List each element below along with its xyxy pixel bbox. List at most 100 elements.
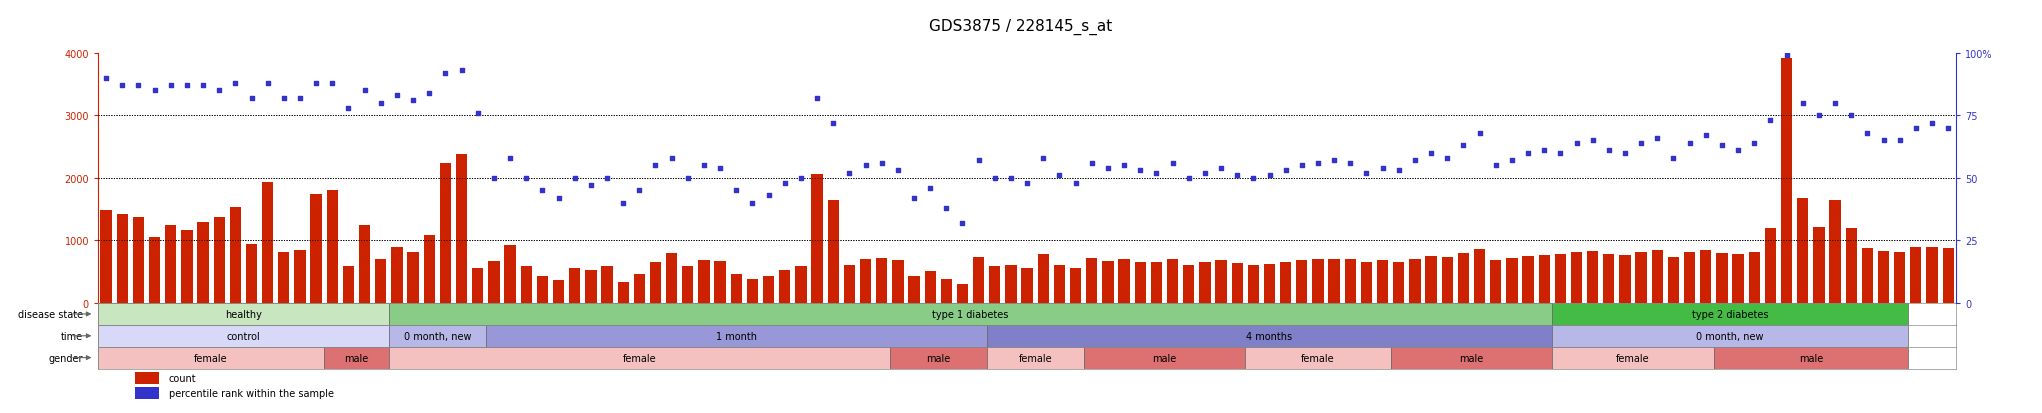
- Bar: [1409, 259, 1421, 303]
- Bar: [1552, 325, 1907, 347]
- Point: [412, 90, 445, 97]
- Bar: [327, 191, 339, 303]
- Bar: [1086, 259, 1097, 303]
- Bar: [811, 175, 823, 303]
- Bar: [1538, 255, 1550, 303]
- Bar: [1715, 253, 1728, 303]
- Bar: [486, 325, 986, 347]
- Point: [429, 70, 461, 77]
- Text: healthy: healthy: [225, 309, 261, 319]
- Bar: [731, 274, 741, 303]
- Bar: [1554, 255, 1566, 303]
- Bar: [1248, 266, 1260, 303]
- Text: 0 month, new: 0 month, new: [404, 331, 472, 341]
- Bar: [715, 261, 725, 303]
- Bar: [1797, 199, 1809, 303]
- Point: [1043, 173, 1076, 179]
- Bar: [925, 271, 935, 303]
- Bar: [1021, 268, 1033, 303]
- Point: [1850, 130, 1883, 137]
- Point: [1286, 163, 1319, 169]
- Point: [1011, 180, 1043, 187]
- Bar: [1491, 260, 1501, 303]
- Bar: [1668, 257, 1679, 303]
- Point: [1415, 150, 1448, 157]
- Bar: [1587, 252, 1599, 303]
- Bar: [1942, 248, 1954, 303]
- Point: [1382, 168, 1415, 174]
- Bar: [1166, 259, 1178, 303]
- Bar: [1119, 260, 1129, 303]
- Point: [1609, 150, 1642, 157]
- Point: [915, 185, 947, 192]
- Point: [945, 220, 978, 227]
- Bar: [1879, 252, 1889, 303]
- Point: [1139, 170, 1172, 177]
- Bar: [1344, 260, 1356, 303]
- Point: [817, 120, 849, 127]
- Bar: [472, 268, 484, 303]
- Bar: [488, 261, 500, 303]
- Text: female: female: [194, 353, 229, 363]
- Bar: [666, 253, 678, 303]
- Bar: [1652, 251, 1662, 303]
- Bar: [182, 230, 192, 303]
- Bar: [1552, 303, 1907, 325]
- Point: [317, 81, 349, 87]
- Text: female: female: [1019, 353, 1052, 363]
- Point: [1172, 175, 1205, 182]
- Bar: [100, 211, 112, 303]
- Bar: [698, 261, 711, 303]
- Text: percentile rank within the sample: percentile rank within the sample: [169, 388, 333, 398]
- Bar: [1748, 253, 1760, 303]
- Point: [123, 83, 155, 90]
- Point: [1350, 170, 1382, 177]
- Point: [1836, 113, 1868, 119]
- Point: [284, 95, 317, 102]
- Point: [1866, 138, 1899, 145]
- Bar: [1376, 261, 1389, 303]
- Text: female: female: [1301, 353, 1335, 363]
- Bar: [958, 285, 968, 303]
- Point: [978, 175, 1011, 182]
- Point: [90, 75, 123, 82]
- Text: 1 month: 1 month: [717, 331, 758, 341]
- Bar: [149, 237, 159, 303]
- Point: [606, 200, 639, 207]
- Bar: [986, 347, 1084, 369]
- Point: [106, 83, 139, 90]
- Point: [1495, 158, 1527, 164]
- Point: [994, 175, 1027, 182]
- Bar: [1713, 347, 1907, 369]
- Bar: [423, 236, 435, 303]
- Point: [655, 155, 688, 162]
- Bar: [1135, 262, 1146, 303]
- Bar: [135, 387, 159, 399]
- Point: [1366, 165, 1399, 172]
- Point: [1317, 158, 1350, 164]
- Text: female: female: [1617, 353, 1650, 363]
- Bar: [1636, 252, 1646, 303]
- Point: [1221, 173, 1254, 179]
- Point: [186, 83, 218, 90]
- Bar: [780, 270, 790, 303]
- Point: [1658, 155, 1691, 162]
- Bar: [537, 276, 547, 303]
- Point: [1705, 143, 1738, 150]
- Point: [1092, 165, 1125, 172]
- Bar: [521, 266, 531, 303]
- Bar: [1360, 263, 1372, 303]
- Bar: [972, 258, 984, 303]
- Bar: [408, 253, 419, 303]
- Point: [849, 163, 882, 169]
- Text: 0 month, new: 0 month, new: [1697, 331, 1764, 341]
- Point: [1672, 140, 1705, 147]
- Point: [478, 175, 510, 182]
- Bar: [1425, 256, 1438, 303]
- Point: [1027, 155, 1060, 162]
- Point: [494, 155, 527, 162]
- Bar: [1570, 252, 1583, 303]
- Bar: [1037, 255, 1050, 303]
- Point: [721, 188, 753, 194]
- Bar: [504, 246, 517, 303]
